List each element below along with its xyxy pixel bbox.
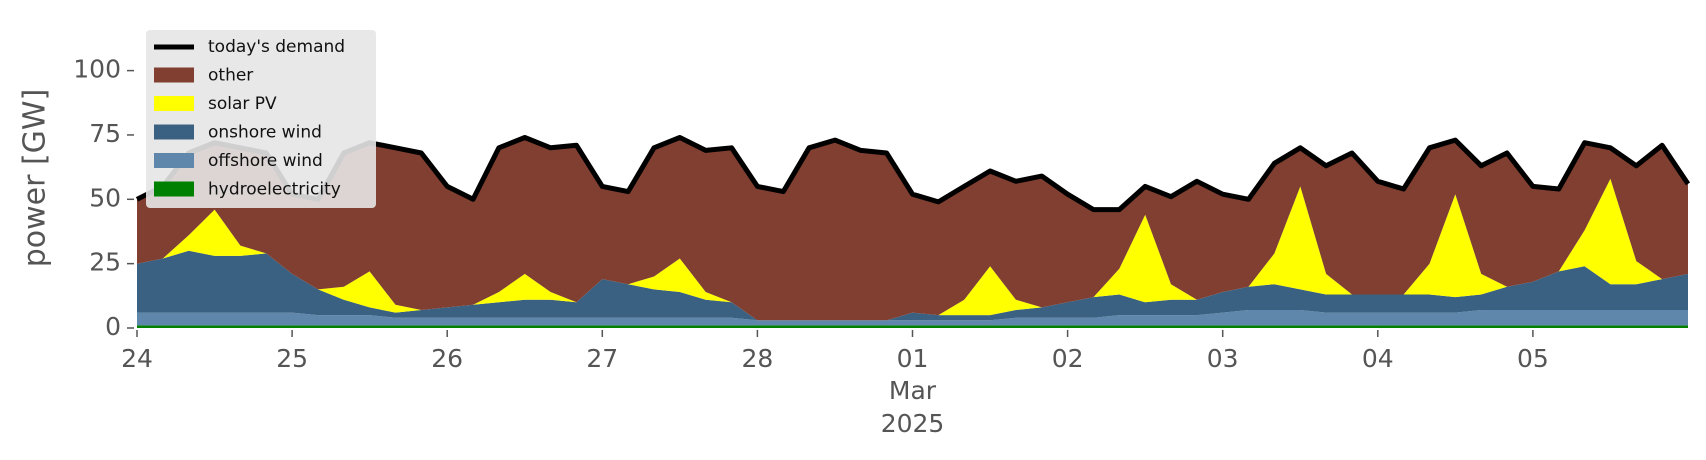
x-tick-label: 28 [741, 344, 773, 373]
x-tick-label: 26 [431, 344, 463, 373]
area [137, 250, 1688, 321]
x-tick-label: 02 [1052, 344, 1084, 373]
legend-label: hydroelectricity [208, 180, 341, 200]
legend-label: offshore wind [208, 151, 323, 171]
x-tick-label: 04 [1362, 344, 1394, 373]
legend-swatch [154, 96, 194, 111]
legend-label: solar PV [208, 94, 277, 114]
area [137, 310, 1688, 326]
area [137, 325, 1688, 328]
x-tick-label: 05 [1517, 344, 1549, 373]
area [137, 178, 1688, 321]
x-sublabel: Mar [889, 376, 937, 405]
demand-line [135, 135, 1691, 213]
area [137, 137, 1688, 321]
legend-swatch [154, 67, 194, 83]
y-tick-label: 25 [89, 248, 121, 277]
x-tick-label: 01 [897, 344, 929, 373]
legend-label: other [208, 66, 253, 86]
y-axis-label: power [GW] [18, 89, 53, 268]
x-tick-label: 03 [1207, 344, 1239, 373]
legend: today's demand other solar PV onshore wind o… [146, 30, 376, 208]
legend-swatch [154, 124, 194, 140]
legend-swatch [154, 153, 194, 168]
x-tick-label: 25 [276, 344, 308, 373]
legend-box [146, 30, 376, 208]
legend-label: today's demand [208, 37, 345, 57]
y-tick-label: 75 [89, 119, 121, 148]
legend-swatch [154, 181, 194, 197]
y-tick-label: 100 [73, 55, 121, 84]
y-tick-label: 50 [89, 183, 121, 212]
x-tick-label: 24 [121, 344, 153, 373]
x-sublabel: 2025 [881, 409, 945, 438]
x-tick-label: 27 [586, 344, 618, 373]
legend-label: onshore wind [208, 123, 322, 143]
y-tick-label: 0 [105, 312, 121, 341]
